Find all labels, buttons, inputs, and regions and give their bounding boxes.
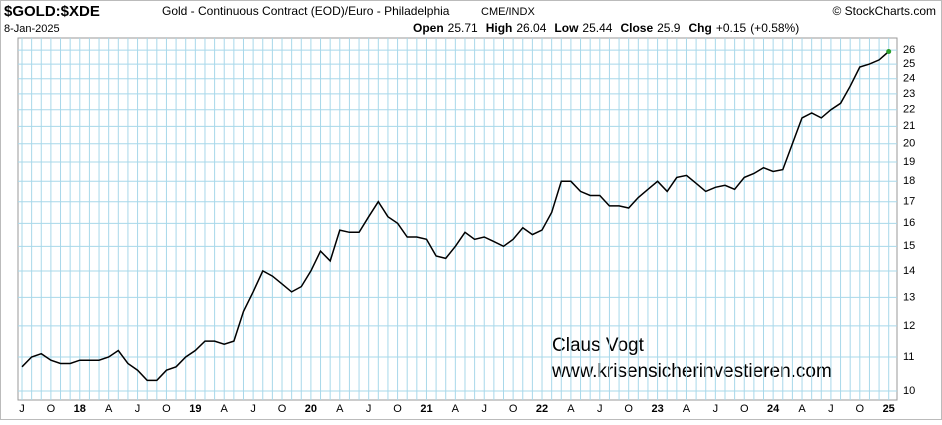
symbol: $GOLD:$XDE — [4, 3, 100, 20]
x-tick-label: O — [624, 403, 633, 415]
y-tick-label: 11 — [903, 351, 914, 363]
quote-value: 25.44 — [582, 21, 612, 35]
x-tick-label: 25 — [883, 403, 895, 415]
quote-label: Open — [413, 21, 444, 35]
x-tick-label: A — [336, 403, 344, 415]
y-tick-label: 22 — [903, 104, 915, 116]
y-tick-label: 16 — [903, 217, 915, 229]
x-tick-label: J — [828, 403, 834, 415]
annotation: Claus Vogt — [552, 335, 645, 356]
y-tick-label: 23 — [903, 88, 915, 100]
x-tick-label: J — [250, 403, 256, 415]
y-tick-label: 10 — [903, 385, 915, 397]
x-tick-label: O — [740, 403, 749, 415]
x-tick-label: 23 — [651, 403, 663, 415]
x-tick-label: O — [856, 403, 865, 415]
x-tick-label: A — [452, 403, 460, 415]
quote-value: 25.9 — [657, 21, 681, 35]
quote-value: 25.71 — [448, 21, 478, 35]
x-tick-label: A — [221, 403, 229, 415]
x-tick-label: J — [713, 403, 719, 415]
quote-label: High — [486, 21, 513, 35]
quote-value: (+0.58%) — [750, 21, 799, 35]
x-tick-label: A — [798, 403, 806, 415]
y-tick-label: 26 — [903, 44, 915, 56]
y-tick-label: 14 — [903, 265, 915, 277]
quote: Open 25.71 High 26.04 Low 25.44 Close 25.9 Chg +0… — [413, 21, 799, 35]
x-tick-label: O — [509, 403, 518, 415]
y-tick-label: 15 — [903, 240, 915, 252]
y-tick-label: 19 — [903, 156, 915, 168]
x-tick-label: 22 — [536, 403, 548, 415]
x-tick-label: 18 — [74, 403, 86, 415]
y-tick-label: 18 — [903, 175, 915, 187]
x-tick-label: 21 — [420, 403, 432, 415]
quote-label: Close — [620, 21, 653, 35]
y-tick-label: 17 — [903, 196, 915, 208]
price-line — [21, 50, 890, 382]
x-tick-label: O — [393, 403, 402, 415]
y-tick-label: 25 — [903, 58, 915, 70]
x-tick-label: A — [683, 403, 691, 415]
annotation: www.krisensicherinvestieren.com — [551, 361, 832, 382]
chart-title: Gold - Continuous Contract (EOD)/Euro - … — [162, 4, 450, 18]
x-tick-label: A — [105, 403, 113, 415]
quote-value: 26.04 — [516, 21, 546, 35]
x-tick-label: 19 — [189, 403, 201, 415]
last-price-marker — [886, 49, 892, 55]
x-tick-label: J — [366, 403, 372, 415]
x-tick-label: O — [47, 403, 56, 415]
source: © StockCharts.com — [832, 4, 936, 18]
y-tick-label: 12 — [903, 320, 915, 332]
x-tick-label: O — [162, 403, 171, 415]
exchange: CME/INDX — [481, 6, 535, 18]
y-tick-label: 20 — [903, 138, 915, 150]
plot-area — [17, 37, 898, 401]
y-tick-label: 21 — [903, 120, 915, 132]
x-tick-label: O — [278, 403, 287, 415]
quote-label: Chg — [688, 21, 711, 35]
x-tick-label: 24 — [767, 403, 780, 415]
x-tick-label: A — [567, 403, 575, 415]
date: 8-Jan-2025 — [4, 23, 60, 35]
x-tick-label: J — [135, 403, 141, 415]
y-tick-label: 24 — [903, 73, 915, 85]
x-tick-label: J — [19, 403, 25, 415]
x-tick-label: 20 — [305, 403, 317, 415]
quote-label: Low — [554, 21, 579, 35]
x-tick-label: J — [481, 403, 487, 415]
x-tick-label: J — [597, 403, 603, 415]
y-tick-label: 13 — [903, 291, 915, 303]
quote-value: +0.15 — [716, 21, 747, 35]
